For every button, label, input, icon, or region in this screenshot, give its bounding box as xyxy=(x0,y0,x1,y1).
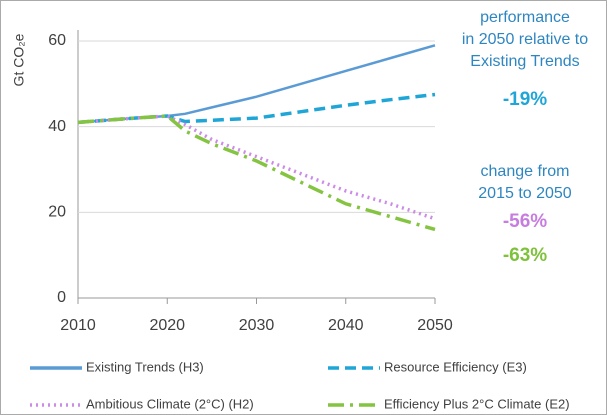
annotation: 2015 to 2050 xyxy=(478,185,572,202)
annotation: performance xyxy=(480,9,570,26)
x-tick-label: 2040 xyxy=(328,317,364,334)
annotation: Existing Trends xyxy=(470,53,579,70)
legend-label: Ambitious Climate (2°C) (H2) xyxy=(86,396,254,411)
series-line xyxy=(77,92,436,125)
x-tick-label: 2010 xyxy=(60,317,96,334)
series-line xyxy=(77,44,436,124)
y-tick-label: 0 xyxy=(57,289,66,306)
annotation: -19% xyxy=(503,89,547,110)
legend-label: Efficiency Plus 2°C Climate (E2) xyxy=(384,396,570,411)
annotation: in 2050 relative to xyxy=(462,31,588,48)
y-axis-label: Gt CO₂e xyxy=(11,33,27,86)
legend-label: Existing Trends (H3) xyxy=(86,359,204,374)
annotation: -63% xyxy=(503,245,547,266)
legend-label: Resource Efficiency (E3) xyxy=(384,359,527,374)
annotation: change from xyxy=(481,163,570,180)
x-tick-label: 2020 xyxy=(149,317,185,334)
y-tick-label: 20 xyxy=(48,204,66,221)
series-line xyxy=(77,114,436,232)
x-tick-label: 2050 xyxy=(417,317,453,334)
y-tick-label: 40 xyxy=(48,118,66,135)
series-line xyxy=(77,114,436,221)
annotation: -56% xyxy=(503,211,547,232)
x-tick-label: 2030 xyxy=(239,317,275,334)
y-tick-label: 60 xyxy=(48,32,66,49)
